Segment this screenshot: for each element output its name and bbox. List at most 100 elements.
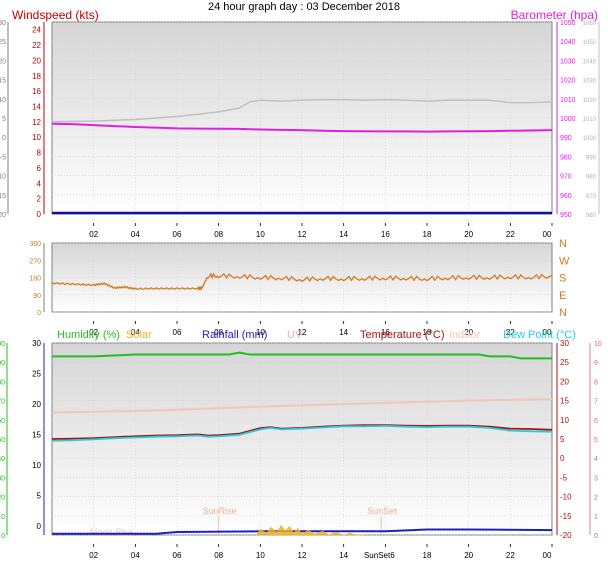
baro-far-right-tick: 980 — [586, 175, 597, 181]
baro-right-tick: 1020 — [560, 78, 576, 85]
wind-far-left-tick: 10 — [0, 97, 6, 104]
humidity-tick: 0 — [1, 533, 5, 540]
temp-tick: -20 — [560, 531, 572, 540]
uv-tick: 8 — [594, 379, 598, 386]
rain-tick: 0 — [37, 522, 42, 531]
dewpoint-legend: Dew Point (°C) — [503, 329, 576, 341]
baro-right-tick: 1010 — [560, 97, 576, 104]
temp-x-tick-sunset: SunSet6 — [364, 551, 395, 560]
wind-left-tick: 0 — [37, 210, 42, 219]
dir-left-tick: 0 — [37, 310, 41, 317]
wind-left-tick: 8 — [37, 149, 42, 158]
wind-far-left-tick: 20 — [0, 58, 6, 65]
wind-left-tick: 16 — [32, 87, 41, 96]
temp-x-tick-label: 02 — [89, 551, 98, 560]
uv-tick: 3 — [594, 475, 598, 482]
dir-x-tick-label: 22 — [506, 328, 515, 337]
humidity-legend: Humidity (%) — [57, 329, 120, 341]
wind-left-tick: 12 — [32, 118, 41, 127]
wind-far-left-tick: 25 — [0, 39, 6, 46]
humidity-tick: 60 — [0, 418, 5, 425]
temp-tick: 25 — [560, 358, 569, 367]
humidity-tick: 10 — [0, 514, 5, 521]
dir-compass-label: S — [559, 273, 566, 285]
baro-far-right-tick: 1010 — [583, 117, 597, 123]
baro-far-right-tick: 970 — [586, 194, 597, 200]
dewpoint-series-line — [51, 424, 553, 442]
baro-far-right-tick: 1060 — [583, 21, 597, 27]
barometer-series-line — [51, 122, 553, 133]
temp-x-tick-label: 22 — [506, 551, 515, 560]
wind-x-tick-label: 18 — [423, 230, 432, 239]
wind-left-tick: 14 — [32, 102, 41, 111]
indoor-legend: Indoor — [449, 329, 481, 341]
temp-tick: -10 — [560, 493, 572, 502]
wind-x-tick-label: 10 — [256, 230, 265, 239]
dir-x-tick-label: 08 — [214, 328, 223, 337]
wind-left-tick: 20 — [32, 56, 41, 65]
wind-far-left-tick: 5 — [2, 116, 6, 123]
humidity-tick: 80 — [0, 379, 5, 386]
uv-tick: 7 — [594, 399, 598, 406]
wind-x-tick-label: 14 — [339, 230, 348, 239]
wind-left-tick: 4 — [37, 179, 42, 188]
rain-tick: 30 — [32, 339, 41, 348]
dir-x-tick-label: 12 — [298, 328, 307, 337]
wind-left-tick: 6 — [37, 164, 42, 173]
temp-x-tick-label: 00 — [543, 551, 552, 560]
barometer-axis-label: Barometer (hpa) — [511, 8, 598, 22]
wind-x-tick-label: 08 — [214, 230, 223, 239]
humidity-tick: 90 — [0, 360, 5, 367]
humidity-tick: 30 — [0, 475, 5, 482]
dir-x-tick-label: 10 — [256, 328, 265, 337]
temp-tick: 5 — [560, 435, 565, 444]
dir-left-tick: 360 — [29, 241, 41, 248]
dir-x-tick-label: 20 — [464, 328, 473, 337]
uv-tick: 10 — [594, 341, 602, 348]
wind-far-left-tick: -15 — [0, 193, 6, 200]
uv-tick: 9 — [594, 360, 598, 367]
wind-x-tick-label: 02 — [89, 230, 98, 239]
rain-tick: 25 — [32, 369, 41, 378]
dir-compass-label: E — [559, 290, 566, 302]
baro-far-right-tick: 1040 — [583, 59, 597, 65]
rain-tick: 10 — [32, 461, 41, 470]
temp-tick: 30 — [560, 339, 569, 348]
wind-left-tick: 10 — [32, 133, 41, 142]
wind-far-left-tick: 15 — [0, 78, 6, 85]
humidity-tick: 100 — [0, 341, 5, 348]
solar-legend: Solar — [126, 329, 152, 341]
baro-right-tick: 1050 — [560, 20, 576, 27]
uv-legend: UV — [287, 329, 303, 341]
dir-compass-label: N — [559, 307, 567, 319]
temp-x-tick-label: 10 — [256, 551, 265, 560]
temp-x-tick-label: 14 — [339, 551, 348, 560]
temp-tick: 20 — [560, 377, 569, 386]
solar-series-area — [255, 524, 365, 536]
dir-left-tick: 90 — [33, 293, 41, 300]
wind-x-tick-label: 12 — [298, 230, 307, 239]
graph-title: 24 hour graph day : 03 December 2018 — [208, 1, 400, 13]
dir-x-tick-label: 02 — [89, 328, 98, 337]
dir-x-tick-label: 04 — [131, 328, 140, 337]
rain-tick: 15 — [32, 430, 41, 439]
wind-x-tick-label: 06 — [173, 230, 182, 239]
uv-tick: 0 — [594, 533, 598, 540]
baro-far-right-tick: 1050 — [583, 40, 597, 46]
baro-right-tick: 1000 — [560, 116, 576, 123]
uv-tick: 2 — [594, 495, 598, 502]
wind-far-left-tick: 0 — [2, 135, 6, 142]
indoor-series-line — [51, 398, 553, 414]
rain-tick: 20 — [32, 400, 41, 409]
baro-right-tick: 970 — [560, 174, 572, 181]
temp-tick: -5 — [560, 473, 568, 482]
baro-right-tick: 990 — [560, 135, 572, 142]
wind-x-tick-label: 20 — [464, 230, 473, 239]
baro-far-right-tick: 1020 — [583, 98, 597, 104]
temp-x-tick-label: 20 — [464, 551, 473, 560]
wind-far-left-tick: -20 — [0, 212, 6, 219]
wind-left-tick: 22 — [32, 41, 41, 50]
baro-far-right-tick: 960 — [586, 213, 597, 219]
dir-x-tick-label: 06 — [173, 328, 182, 337]
